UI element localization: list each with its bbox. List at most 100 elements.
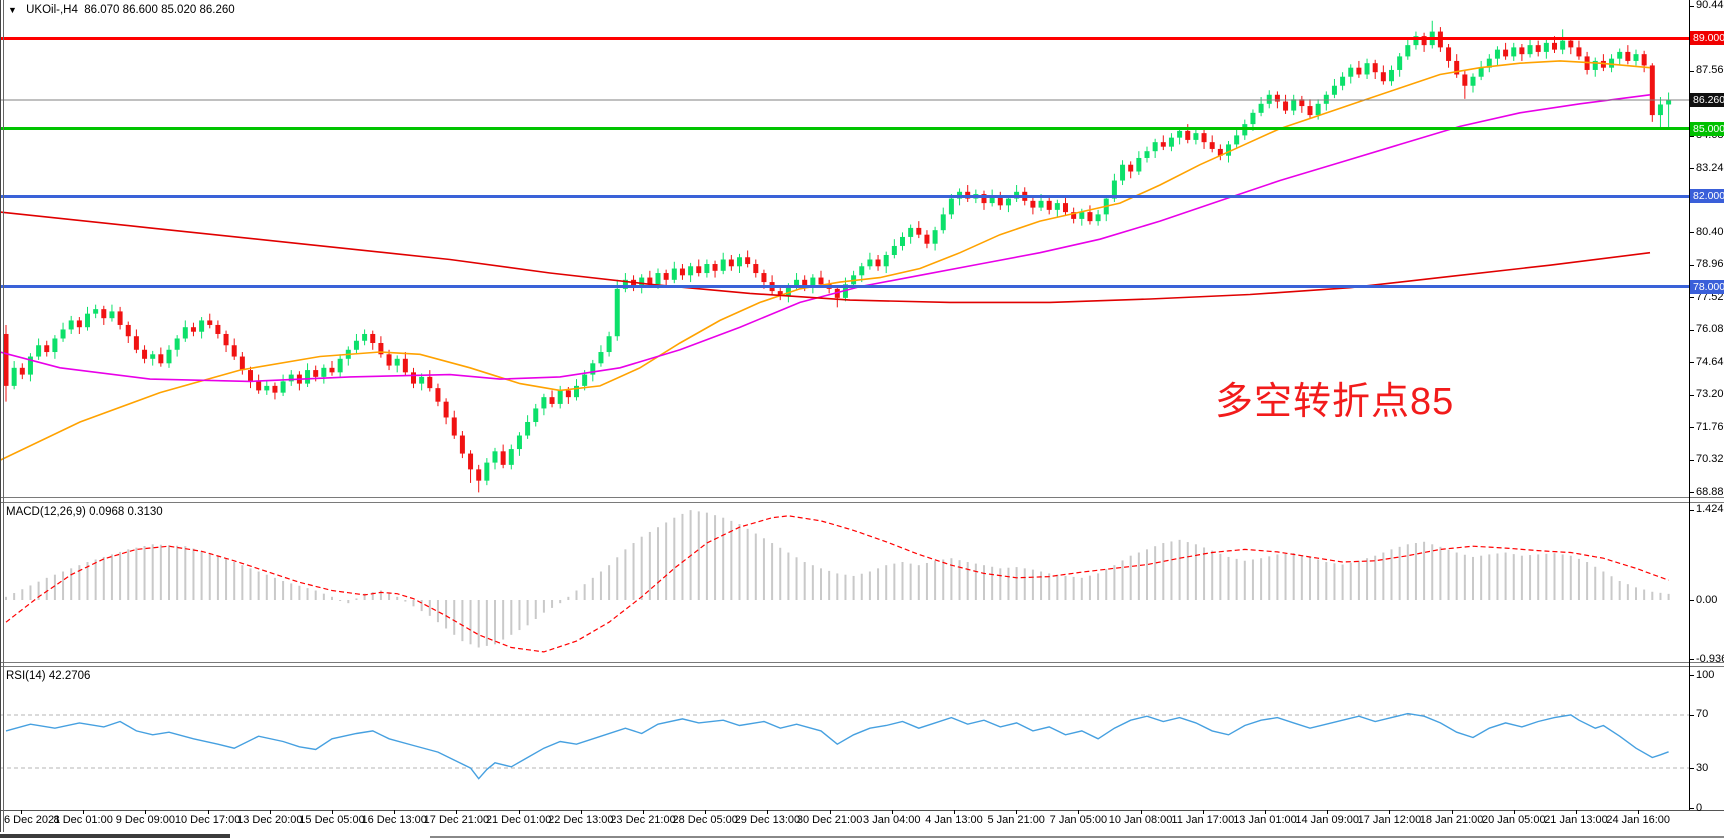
candle — [362, 333, 368, 341]
time-axis-label: 14 Jan 09:00 — [1295, 814, 1359, 826]
panel-divider[interactable] — [0, 497, 1724, 498]
candle — [1405, 45, 1411, 57]
candle — [402, 358, 408, 373]
candle — [288, 374, 294, 382]
candle — [1030, 200, 1036, 208]
candle — [60, 329, 66, 339]
candle — [1543, 42, 1549, 52]
candle — [541, 397, 547, 409]
candle — [1323, 94, 1329, 104]
candle — [761, 273, 767, 283]
time-axis-label: 7 Jan 05:00 — [1049, 814, 1108, 826]
axis-tick — [1689, 427, 1694, 429]
time-axis-tick — [21, 810, 22, 814]
price-tick-label: 74.640 — [1696, 355, 1724, 368]
chart-annotation-text[interactable]: 多空转折点85 — [1215, 381, 1455, 423]
axis-tick — [1689, 659, 1694, 661]
candle — [1633, 54, 1639, 61]
axis-tick — [1689, 768, 1694, 770]
macd-tick-label: -0.9363 — [1696, 652, 1724, 665]
time-axis-tick — [145, 810, 147, 814]
candle — [1054, 203, 1060, 210]
macd-panel-canvas[interactable] — [0, 503, 1689, 662]
candle — [1568, 40, 1574, 48]
time-axis-label: 22 Dec 13:00 — [548, 814, 614, 826]
price-chart-canvas[interactable] — [0, 0, 1689, 497]
time-axis-tick — [1265, 810, 1266, 814]
candle — [182, 327, 188, 339]
time-axis-tick — [1078, 810, 1080, 814]
time-axis-label: 17 Jan 12:00 — [1357, 814, 1422, 826]
candle — [76, 320, 82, 328]
panel-divider[interactable] — [0, 502, 1724, 503]
candle — [1063, 203, 1068, 213]
time-axis-tick — [269, 810, 271, 814]
candle — [1380, 72, 1386, 82]
candle — [728, 259, 734, 267]
quote-low: 85.020 — [161, 4, 197, 16]
axis-tick — [1689, 297, 1694, 299]
candle — [720, 259, 726, 271]
horizontal-scrollbar-thumb[interactable] — [0, 834, 230, 838]
axis-tick — [1689, 70, 1694, 72]
candle — [11, 367, 17, 386]
rsi-panel-canvas[interactable] — [0, 667, 1689, 810]
chevron-down-icon[interactable]: ▼ — [8, 5, 17, 15]
panel-divider[interactable] — [0, 662, 1724, 663]
price-tick-label: 80.400 — [1696, 225, 1724, 238]
candle — [1307, 106, 1313, 116]
candle — [1356, 67, 1362, 75]
price-badge-85.000: 85.000 — [1690, 121, 1724, 136]
candle — [647, 277, 653, 285]
candle — [394, 358, 400, 366]
candle — [1478, 67, 1484, 77]
candle — [1038, 200, 1044, 208]
quote-open: 86.070 — [84, 4, 120, 16]
candle — [1299, 99, 1305, 107]
candle — [1389, 69, 1394, 82]
symbol-quote-header: ▼ UKOil-,H4 86.070 86.600 85.020 86.260 — [8, 4, 235, 16]
time-axis-tick — [456, 810, 458, 814]
candle — [1576, 47, 1582, 57]
candle — [1226, 144, 1231, 156]
candle — [256, 381, 262, 391]
axis-tick — [1689, 808, 1694, 809]
candle — [109, 311, 115, 319]
candle — [313, 370, 319, 377]
candle — [867, 259, 873, 267]
candle — [1486, 58, 1492, 68]
time-axis-separator — [0, 810, 1724, 811]
candle — [68, 320, 74, 330]
window-left-border — [0, 0, 1, 832]
candle — [1168, 137, 1174, 147]
candle — [468, 453, 474, 470]
axis-tick — [1689, 600, 1694, 601]
candle — [1160, 142, 1166, 147]
candle — [574, 385, 579, 398]
quote-high: 86.600 — [122, 4, 158, 16]
macd-indicator-label: MACD(12,26,9) 0.0968 0.3130 — [6, 506, 163, 518]
price-badge-78.000: 78.000 — [1690, 279, 1724, 294]
panel-divider[interactable] — [0, 666, 1724, 667]
candle — [166, 349, 172, 364]
candle — [1657, 104, 1663, 116]
candle — [671, 268, 677, 280]
time-axis-tick — [954, 810, 955, 814]
time-axis-label: 28 Dec 05:00 — [672, 814, 738, 826]
candle — [1494, 49, 1500, 59]
time-axis-label: 13 Dec 20:00 — [237, 814, 303, 826]
macd-tick-label: 1.4246 — [1696, 503, 1724, 516]
time-axis-label: 20 Jan 05:00 — [1481, 814, 1546, 826]
time-axis-label: 24 Jan 16:00 — [1606, 814, 1670, 826]
rsi-indicator-label: RSI(14) 42.2706 — [6, 670, 91, 682]
time-axis-label: 18 Jan 21:00 — [1419, 814, 1484, 826]
candle — [1046, 200, 1052, 210]
time-axis-tick — [891, 810, 893, 814]
candle — [329, 367, 335, 373]
candle — [533, 408, 539, 422]
candle — [36, 345, 42, 357]
horizontal-scrollbar-track[interactable] — [430, 836, 1724, 838]
candle — [1462, 74, 1468, 86]
candle — [1397, 56, 1403, 70]
candle — [272, 385, 278, 393]
